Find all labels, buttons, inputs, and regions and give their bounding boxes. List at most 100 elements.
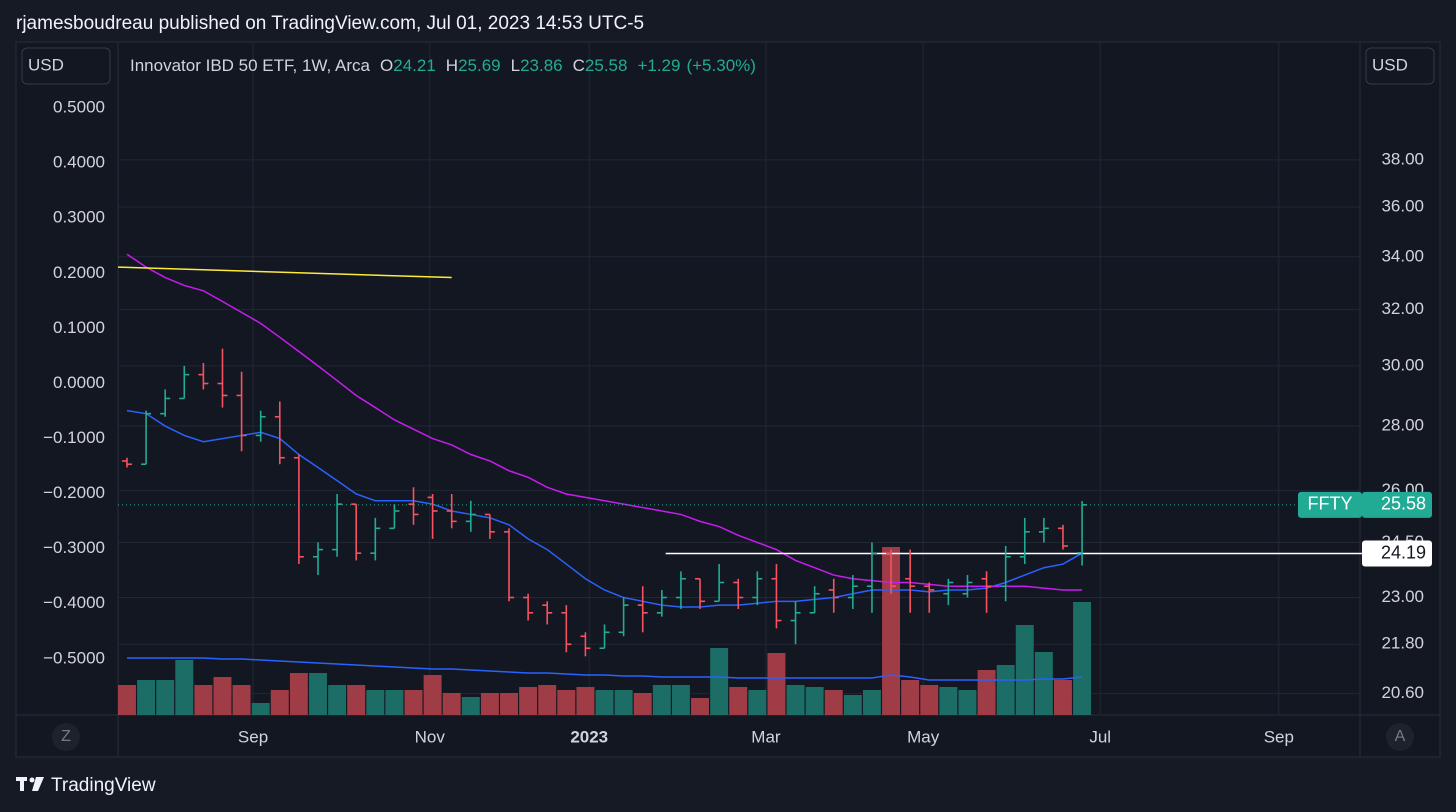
legend-close: 25.58 [585, 56, 628, 75]
y-tick-label: −0.3000 [43, 538, 105, 557]
horizontal-line-tag [1362, 540, 1432, 567]
volume-bar [920, 685, 939, 715]
volume-bar [118, 685, 136, 715]
legend-key: L [511, 56, 520, 75]
y2-tick-label: 28.00 [1381, 416, 1424, 435]
volume-bar [366, 690, 385, 715]
legend-high: 25.69 [458, 56, 501, 75]
legend-key: O [380, 56, 393, 75]
volume-bar [748, 690, 767, 715]
x-tick-label: Jul [1089, 727, 1111, 746]
last-price-label: 25.58 [1381, 494, 1426, 514]
x-tick-label: Mar [751, 727, 781, 746]
volume-bar [557, 690, 576, 715]
volume-bar [633, 693, 652, 715]
y2-tick-label: 32.00 [1381, 299, 1424, 318]
volume-bar [824, 690, 843, 715]
volume-bar [232, 685, 251, 715]
horizontal-line-label: 24.19 [1381, 542, 1426, 562]
volume-bar [328, 685, 347, 715]
volume-bar [710, 648, 729, 715]
volume-bar [767, 653, 786, 715]
moving-average-line [126, 409, 1083, 608]
volume-bar [251, 703, 270, 715]
grid [118, 42, 1360, 715]
volume-bar [213, 677, 232, 715]
labels-layer: Sep Nov 2023 Mar May Jul Sep 0.5000 0.4000 0.3000… [43, 98, 1432, 746]
scale-button-label[interactable]: A [1395, 728, 1406, 745]
volume-ma-line [126, 657, 1083, 681]
volume-bar [156, 680, 175, 715]
currency-box-left[interactable] [21, 47, 111, 85]
volume-bar [442, 693, 461, 715]
volume-bar [614, 690, 633, 715]
volume-bar [882, 547, 901, 715]
volume-bar [538, 685, 557, 715]
y-tick-label: 0.3000 [53, 208, 105, 227]
volume-bar [137, 680, 156, 715]
currency-left[interactable]: USD [28, 55, 64, 74]
scale-button[interactable] [52, 723, 80, 751]
x-tick-label: May [907, 727, 940, 746]
trend-line [117, 266, 452, 279]
volume-bar [480, 693, 499, 715]
bars-layer [121, 348, 1088, 657]
currency-right[interactable]: USD [1372, 55, 1408, 74]
y-tick-label: −0.4000 [43, 593, 105, 612]
volume-bar [404, 690, 423, 715]
volume-bar [805, 687, 824, 715]
symbol-label: FFTY [1308, 494, 1353, 514]
volume-bar [977, 670, 996, 715]
volume-bar [576, 687, 595, 715]
header: rjamesboudreau published on TradingView.… [16, 13, 644, 34]
legend: Innovator IBD 50 ETF, 1W, Arca O24.21 H25.… [130, 56, 756, 75]
y2-tick-label: 36.00 [1381, 196, 1424, 215]
volume-bar [175, 660, 194, 715]
volume-bar [309, 673, 327, 715]
y-tick-label: 0.4000 [53, 153, 105, 172]
legend-low: 23.86 [520, 56, 563, 75]
currency-box-right[interactable] [1365, 47, 1435, 85]
y-tick-label: 0.2000 [53, 263, 105, 282]
y2-tick-label: 21.80 [1381, 634, 1424, 653]
y2-tick-label: 38.00 [1381, 149, 1424, 168]
volume-bar [347, 685, 366, 715]
y-tick-label: 0.1000 [53, 318, 105, 337]
volume-bar [385, 690, 404, 715]
legend-open: 24.21 [393, 56, 436, 75]
volume-bar [519, 687, 538, 715]
legend-key: C [573, 56, 585, 75]
volume-bar [996, 665, 1015, 715]
legend-title: Innovator IBD 50 ETF, 1W, Arca [130, 56, 371, 75]
scale-button-label[interactable]: Z [61, 728, 71, 745]
volume-bar [461, 697, 480, 715]
volume-bar [843, 695, 862, 715]
volume-bar [901, 680, 920, 715]
y-tick-label: −0.2000 [43, 483, 105, 502]
volume-bar [862, 690, 881, 715]
y2-tick-label: 34.00 [1381, 246, 1424, 265]
legend-change-percent: (+5.30%) [686, 56, 755, 75]
lines-layer [117, 253, 1362, 608]
moving-average-line [126, 253, 1083, 591]
volume-bar [1073, 602, 1092, 715]
last-price-tag [1362, 491, 1432, 518]
volume-bar [786, 685, 805, 715]
legend-change: +1.29 [637, 56, 680, 75]
volume-bar [289, 673, 308, 715]
volume-bar [1053, 680, 1072, 715]
brand-logo [16, 777, 44, 791]
y2-tick-label: 23.00 [1381, 587, 1424, 606]
volume-bar [423, 675, 442, 715]
brand: TradingView [51, 775, 156, 796]
y-tick-label: −0.1000 [43, 428, 105, 447]
volume-bar [652, 685, 671, 715]
volume-bar [939, 687, 958, 715]
x-tick-label: Nov [415, 727, 446, 746]
scale-button[interactable] [1386, 723, 1414, 751]
legend-key: H [446, 56, 458, 75]
x-tick-label: Sep [238, 727, 268, 746]
x-tick-label: 2023 [570, 727, 608, 746]
volume-bar [500, 693, 518, 715]
